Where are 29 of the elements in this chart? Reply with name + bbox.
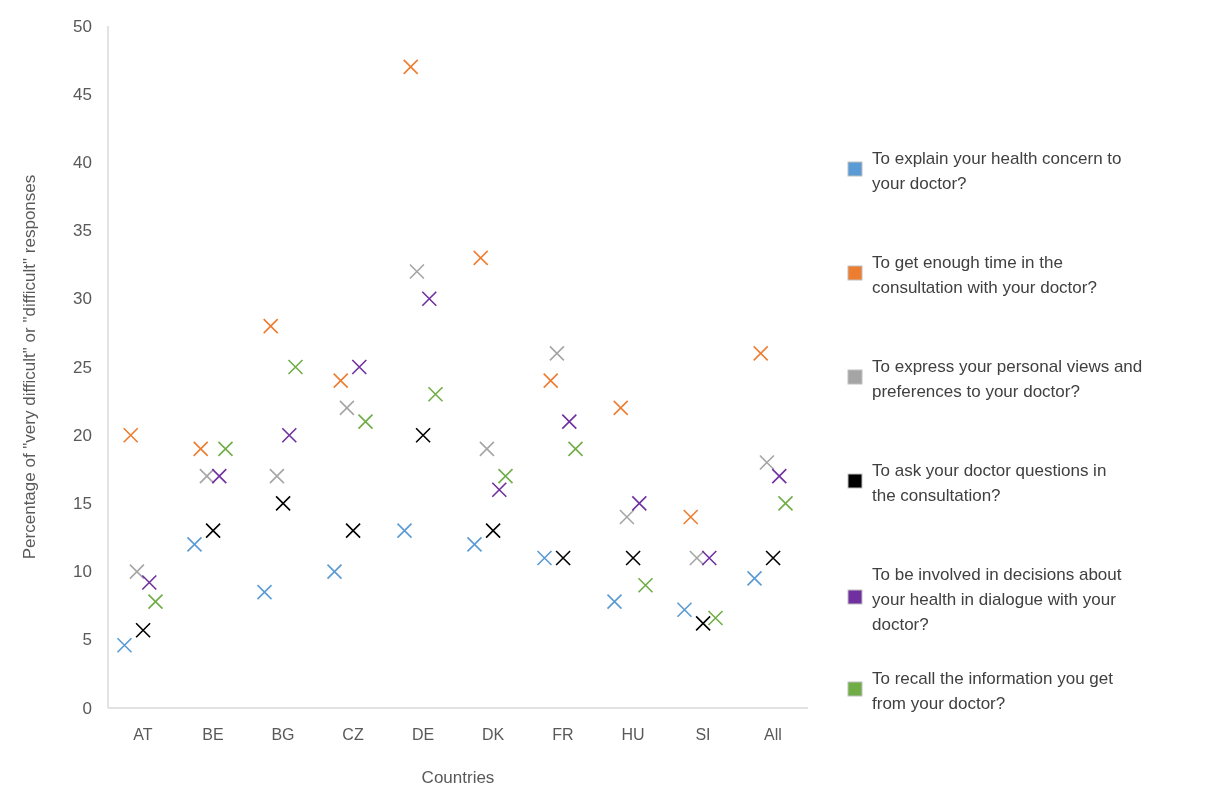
x-tick-label: DK (481, 726, 505, 743)
y-tick-label: 10 (73, 562, 92, 582)
legend-label: To ask your doctor questions in the consultation? (872, 461, 1107, 505)
y-tick-label: 25 (73, 357, 92, 377)
y-tick-label: 35 (73, 221, 92, 241)
x-tick-label: All (764, 726, 782, 743)
y-tick-label: 15 (73, 493, 92, 513)
y-tick-label: 0 (82, 698, 92, 718)
x-tick-label: BE (202, 726, 224, 743)
legend-label: To express your personal views and preferences to your doctor? (872, 357, 1143, 401)
legend-label: To be involved in decisions about your health in dialogue with your doctor? (872, 565, 1122, 634)
y-tick-label: 5 (82, 630, 92, 650)
y-tick-label: 20 (73, 425, 92, 445)
x-tick-label: DE (411, 726, 435, 743)
x-tick-label: AT (133, 726, 153, 743)
x-tick-label: HU (621, 726, 645, 743)
x-tick-label: SI (695, 726, 711, 743)
legend-label: To recall the information you get from your doctor? (872, 669, 1114, 713)
x-axis-title: Countries (421, 768, 495, 787)
y-tick-label: 45 (73, 84, 92, 104)
x-tick-label: BG (271, 726, 295, 743)
y-tick-label: 50 (73, 16, 92, 36)
x-tick-label: FR (552, 726, 574, 743)
y-axis-title: Percentage of "very difficult" or "difficult" responses (20, 174, 39, 560)
x-tick-label: CZ (342, 726, 364, 743)
y-tick-label: 30 (73, 289, 92, 309)
legend-label: To get enough time in the consultation with your doctor? (872, 253, 1097, 297)
y-tick-label: 40 (73, 152, 92, 172)
legend-label: To explain your health concern to your doctor? (872, 149, 1122, 193)
